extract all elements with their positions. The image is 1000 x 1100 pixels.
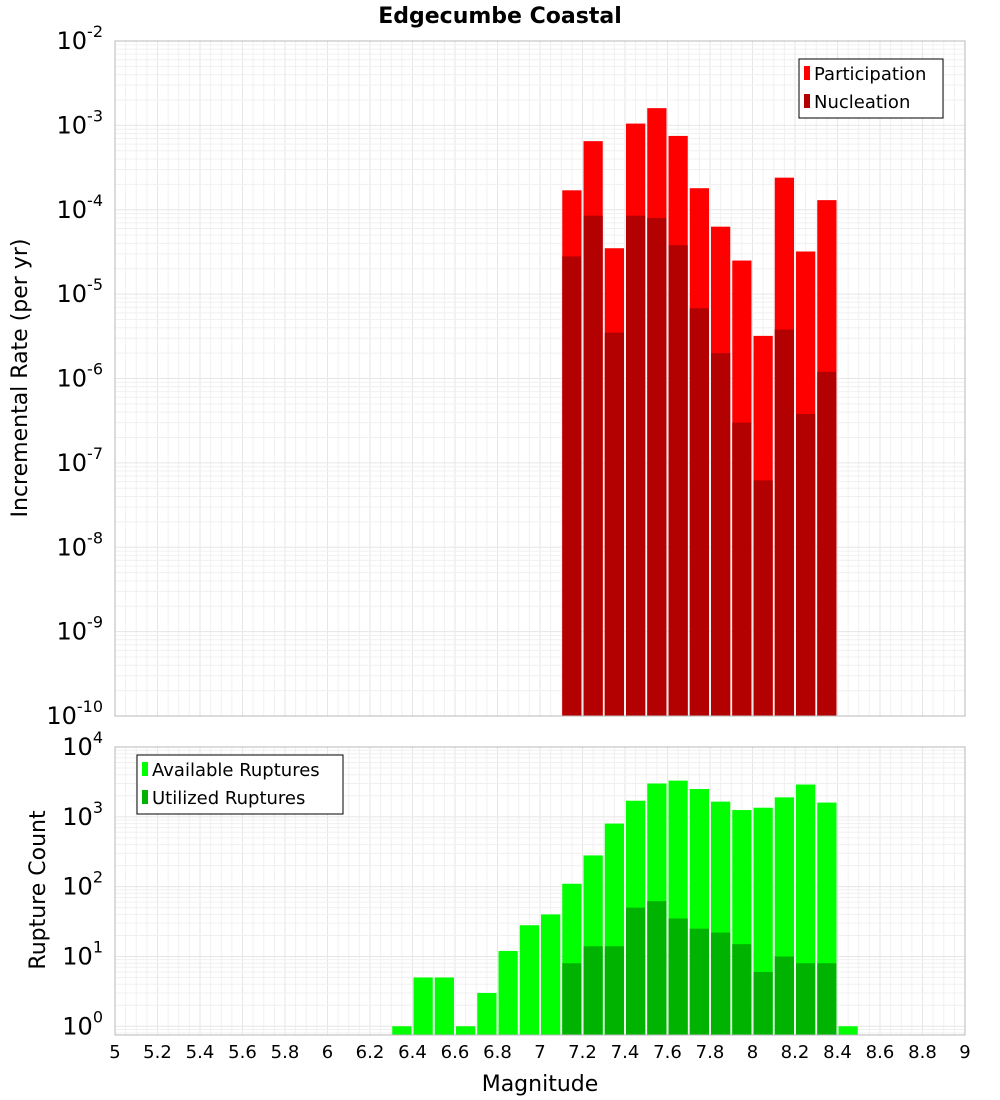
x-tick-label: 5.8: [271, 1042, 300, 1063]
bar-nucleation: [689, 308, 709, 716]
bar-nucleation: [817, 371, 837, 716]
legend-swatch: [142, 790, 148, 804]
y-tick-label: 103: [62, 798, 103, 831]
x-tick-label: 8: [747, 1042, 758, 1063]
bar-nucleation: [647, 217, 667, 716]
bar-nucleation: [796, 413, 816, 716]
bar-utilized-ruptures: [774, 956, 794, 1035]
bar-available-ruptures: [541, 914, 561, 1035]
bar-available-ruptures: [456, 1026, 476, 1035]
bar-utilized-ruptures: [817, 963, 837, 1035]
x-tick-label: 7: [534, 1042, 545, 1063]
bar-utilized-ruptures: [711, 932, 731, 1035]
bar-nucleation: [562, 256, 582, 716]
bar-nucleation: [604, 332, 624, 716]
top-y-axis-label: Incremental Rate (per yr): [8, 239, 33, 518]
x-tick-label: 7.8: [696, 1042, 725, 1063]
plot-frame: [114, 40, 966, 717]
bar-available-ruptures: [477, 992, 497, 1035]
bar-utilized-ruptures: [689, 928, 709, 1035]
x-tick-label: 8.4: [823, 1042, 852, 1063]
x-tick-label: 9: [959, 1042, 970, 1063]
bar-utilized-ruptures: [604, 946, 624, 1035]
x-tick-label: 5.2: [143, 1042, 172, 1063]
x-tick-label: 6: [322, 1042, 333, 1063]
x-axis-label: Magnitude: [482, 1072, 599, 1097]
x-tick-label: 8.6: [866, 1042, 895, 1063]
x-tick-label: 5: [109, 1042, 120, 1063]
y-tick-label: 10-8: [57, 528, 104, 561]
x-tick-label: 6.2: [356, 1042, 385, 1063]
bar-nucleation: [626, 215, 646, 717]
bar-utilized-ruptures: [647, 901, 667, 1035]
x-tick-label: 5.4: [186, 1042, 215, 1063]
bar-nucleation: [732, 422, 752, 716]
x-tick-label: 6.8: [483, 1042, 512, 1063]
bar-utilized-ruptures: [562, 963, 582, 1035]
bar-nucleation: [753, 480, 773, 716]
bar-available-ruptures: [434, 977, 454, 1035]
bar-available-ruptures: [519, 925, 539, 1035]
bar-nucleation: [711, 353, 731, 716]
y-tick-label: 10-7: [57, 444, 104, 477]
chart-panel-1: 100 101 102 103 104 Available Ruptures Utilize…: [62, 728, 966, 1040]
legend-box: [136, 754, 344, 815]
bar-nucleation: [668, 245, 688, 717]
bar-utilized-ruptures: [583, 946, 603, 1035]
legend-swatch: [142, 762, 148, 776]
bar-utilized-ruptures: [626, 907, 646, 1035]
x-tick-label: 6.6: [441, 1042, 470, 1063]
x-tick-label: 7.2: [568, 1042, 597, 1063]
bar-utilized-ruptures: [796, 963, 816, 1035]
bar-nucleation: [774, 329, 794, 716]
legend-box: [798, 58, 944, 119]
y-tick-label: 100: [62, 1007, 103, 1040]
y-tick-label: 10-3: [57, 106, 104, 139]
plot-frame: [114, 746, 966, 1036]
bar-available-ruptures: [498, 950, 518, 1035]
x-tick-label: 8.2: [781, 1042, 810, 1063]
y-tick-label: 10-10: [46, 697, 103, 730]
bar-available-ruptures: [392, 1026, 412, 1035]
y-tick-label: 104: [62, 728, 103, 761]
legend-swatch: [804, 94, 810, 108]
y-tick-label: 10-9: [57, 613, 104, 646]
bar-available-ruptures: [413, 977, 433, 1035]
legend-label: Utilized Ruptures: [152, 788, 305, 809]
legend-swatch: [804, 66, 810, 80]
x-tick-label: 7.6: [653, 1042, 682, 1063]
bar-available-ruptures: [838, 1026, 858, 1035]
y-tick-label: 10-5: [57, 275, 104, 308]
x-tick-label: 5.6: [228, 1042, 257, 1063]
x-tick-label: 8.8: [908, 1042, 937, 1063]
legend-label: Participation: [814, 64, 926, 85]
bar-nucleation: [583, 215, 603, 717]
bar-utilized-ruptures: [753, 971, 773, 1035]
y-tick-label: 10-6: [57, 360, 104, 393]
legend-label: Nucleation: [814, 92, 910, 113]
y-tick-label: 102: [62, 868, 103, 901]
x-tick-label: 6.4: [398, 1042, 427, 1063]
chart-panel-0: 10-10 10-9 10-8 10-7 10-6 10-5 10-4 10-3 10-2 Par…: [46, 22, 966, 730]
legend-label: Available Ruptures: [152, 760, 320, 781]
bar-utilized-ruptures: [732, 944, 752, 1035]
y-tick-label: 101: [62, 937, 103, 970]
bottom-y-axis-label: Rupture Count: [26, 810, 51, 970]
x-tick-label: 7.4: [611, 1042, 640, 1063]
y-tick-label: 10-2: [57, 22, 104, 55]
bar-utilized-ruptures: [668, 918, 688, 1035]
y-tick-label: 10-4: [57, 191, 104, 224]
chart-title: Edgecumbe Coastal: [378, 4, 622, 29]
